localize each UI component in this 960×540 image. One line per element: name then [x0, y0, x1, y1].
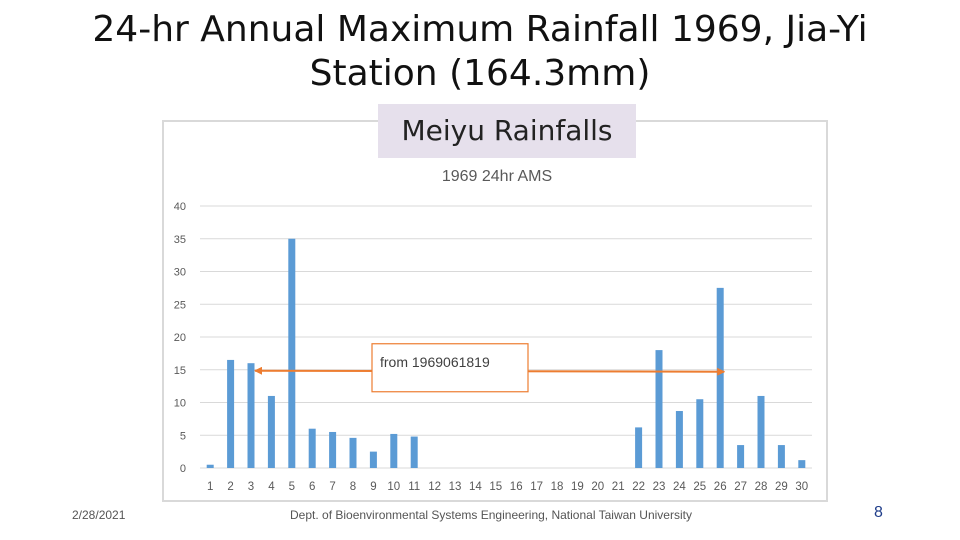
y-tick-label: 25 [174, 299, 186, 311]
y-tick-label: 5 [180, 430, 186, 442]
x-tick-label: 14 [469, 481, 482, 493]
y-tick-label: 10 [174, 398, 186, 410]
bar-day-29 [777, 445, 785, 468]
bar-day-2 [227, 359, 235, 468]
slide-title-line-2: Station (164.3mm) [309, 53, 651, 94]
x-tick-label: 13 [449, 481, 462, 493]
bar-day-23 [655, 350, 663, 468]
y-axis-ticks: 0 5 10 15 20 25 30 35 40 [174, 201, 186, 475]
x-tick-label: 15 [489, 481, 502, 493]
bar-series [206, 238, 806, 468]
x-tick-label: 8 [350, 481, 356, 493]
x-tick-label: 19 [571, 481, 584, 493]
x-tick-label: 12 [428, 481, 441, 493]
bar-day-8 [349, 437, 357, 468]
y-tick-label: 30 [174, 267, 186, 279]
x-tick-label: 30 [795, 481, 808, 493]
bar-day-9 [369, 451, 377, 468]
footer-department: Dept. of Bioenvironmental Systems Engine… [290, 508, 692, 522]
chart-annotation: from 1969061819 [254, 343, 726, 393]
y-tick-label: 0 [180, 463, 186, 475]
bar-day-6 [308, 428, 316, 468]
x-tick-label: 6 [309, 481, 315, 493]
bar-day-27 [737, 445, 745, 468]
meiyu-callout: Meiyu Rainfalls [378, 104, 636, 158]
footer-date: 2/28/2021 [72, 508, 126, 522]
x-tick-label: 21 [612, 481, 625, 493]
bar-day-5 [288, 238, 296, 468]
bar-day-22 [635, 427, 643, 468]
bar-day-30 [798, 460, 806, 468]
x-tick-label: 24 [673, 481, 686, 493]
x-tick-label: 9 [370, 481, 376, 493]
x-tick-label: 2 [227, 481, 233, 493]
x-tick-label: 20 [591, 481, 604, 493]
x-tick-label: 22 [632, 481, 645, 493]
x-tick-label: 3 [248, 481, 254, 493]
bar-day-26 [716, 287, 724, 468]
bar-day-7 [329, 431, 337, 468]
bar-day-3 [247, 363, 255, 468]
bar-day-4 [267, 395, 275, 468]
slide-title-line-1: 24-hr Annual Maximum Rainfall 1969, Jia-… [92, 9, 868, 50]
page-number: 8 [874, 504, 883, 521]
x-tick-label: 25 [693, 481, 706, 493]
x-tick-label: 18 [551, 481, 564, 493]
x-tick-label: 16 [510, 481, 523, 493]
bar-day-25 [696, 399, 704, 468]
bar-day-11 [410, 436, 418, 468]
x-tick-label: 26 [714, 481, 727, 493]
bar-day-24 [675, 411, 683, 468]
x-tick-label: 28 [755, 481, 768, 493]
x-tick-label: 7 [329, 481, 335, 493]
chart-title: 1969 24hr AMS [442, 168, 552, 185]
bar-day-28 [757, 395, 765, 468]
x-tick-label: 1 [207, 481, 213, 493]
x-tick-label: 17 [530, 481, 543, 493]
y-tick-label: 40 [174, 201, 186, 213]
annotation-box [371, 343, 529, 393]
bar-day-1 [206, 464, 214, 468]
annotation-text: from 1969061819 [380, 354, 490, 370]
y-tick-label: 20 [174, 332, 186, 344]
x-tick-label: 11 [408, 481, 420, 493]
x-tick-label: 5 [289, 481, 295, 493]
y-tick-label: 15 [174, 365, 186, 377]
x-tick-label: 23 [653, 481, 666, 493]
x-tick-label: 4 [268, 481, 275, 493]
x-tick-label: 29 [775, 481, 788, 493]
x-tick-label: 10 [387, 481, 400, 493]
bar-day-10 [390, 433, 398, 468]
slide-title: 24-hr Annual Maximum Rainfall 1969, Jia-… [40, 8, 920, 96]
x-tick-label: 27 [734, 481, 747, 493]
x-axis-ticks: 1 2 3 4 5 6 7 8 9 10 11 12 13 14 15 16 17 18 19 20 21 22 23 24 2… [207, 481, 808, 493]
y-tick-label: 35 [174, 234, 186, 246]
